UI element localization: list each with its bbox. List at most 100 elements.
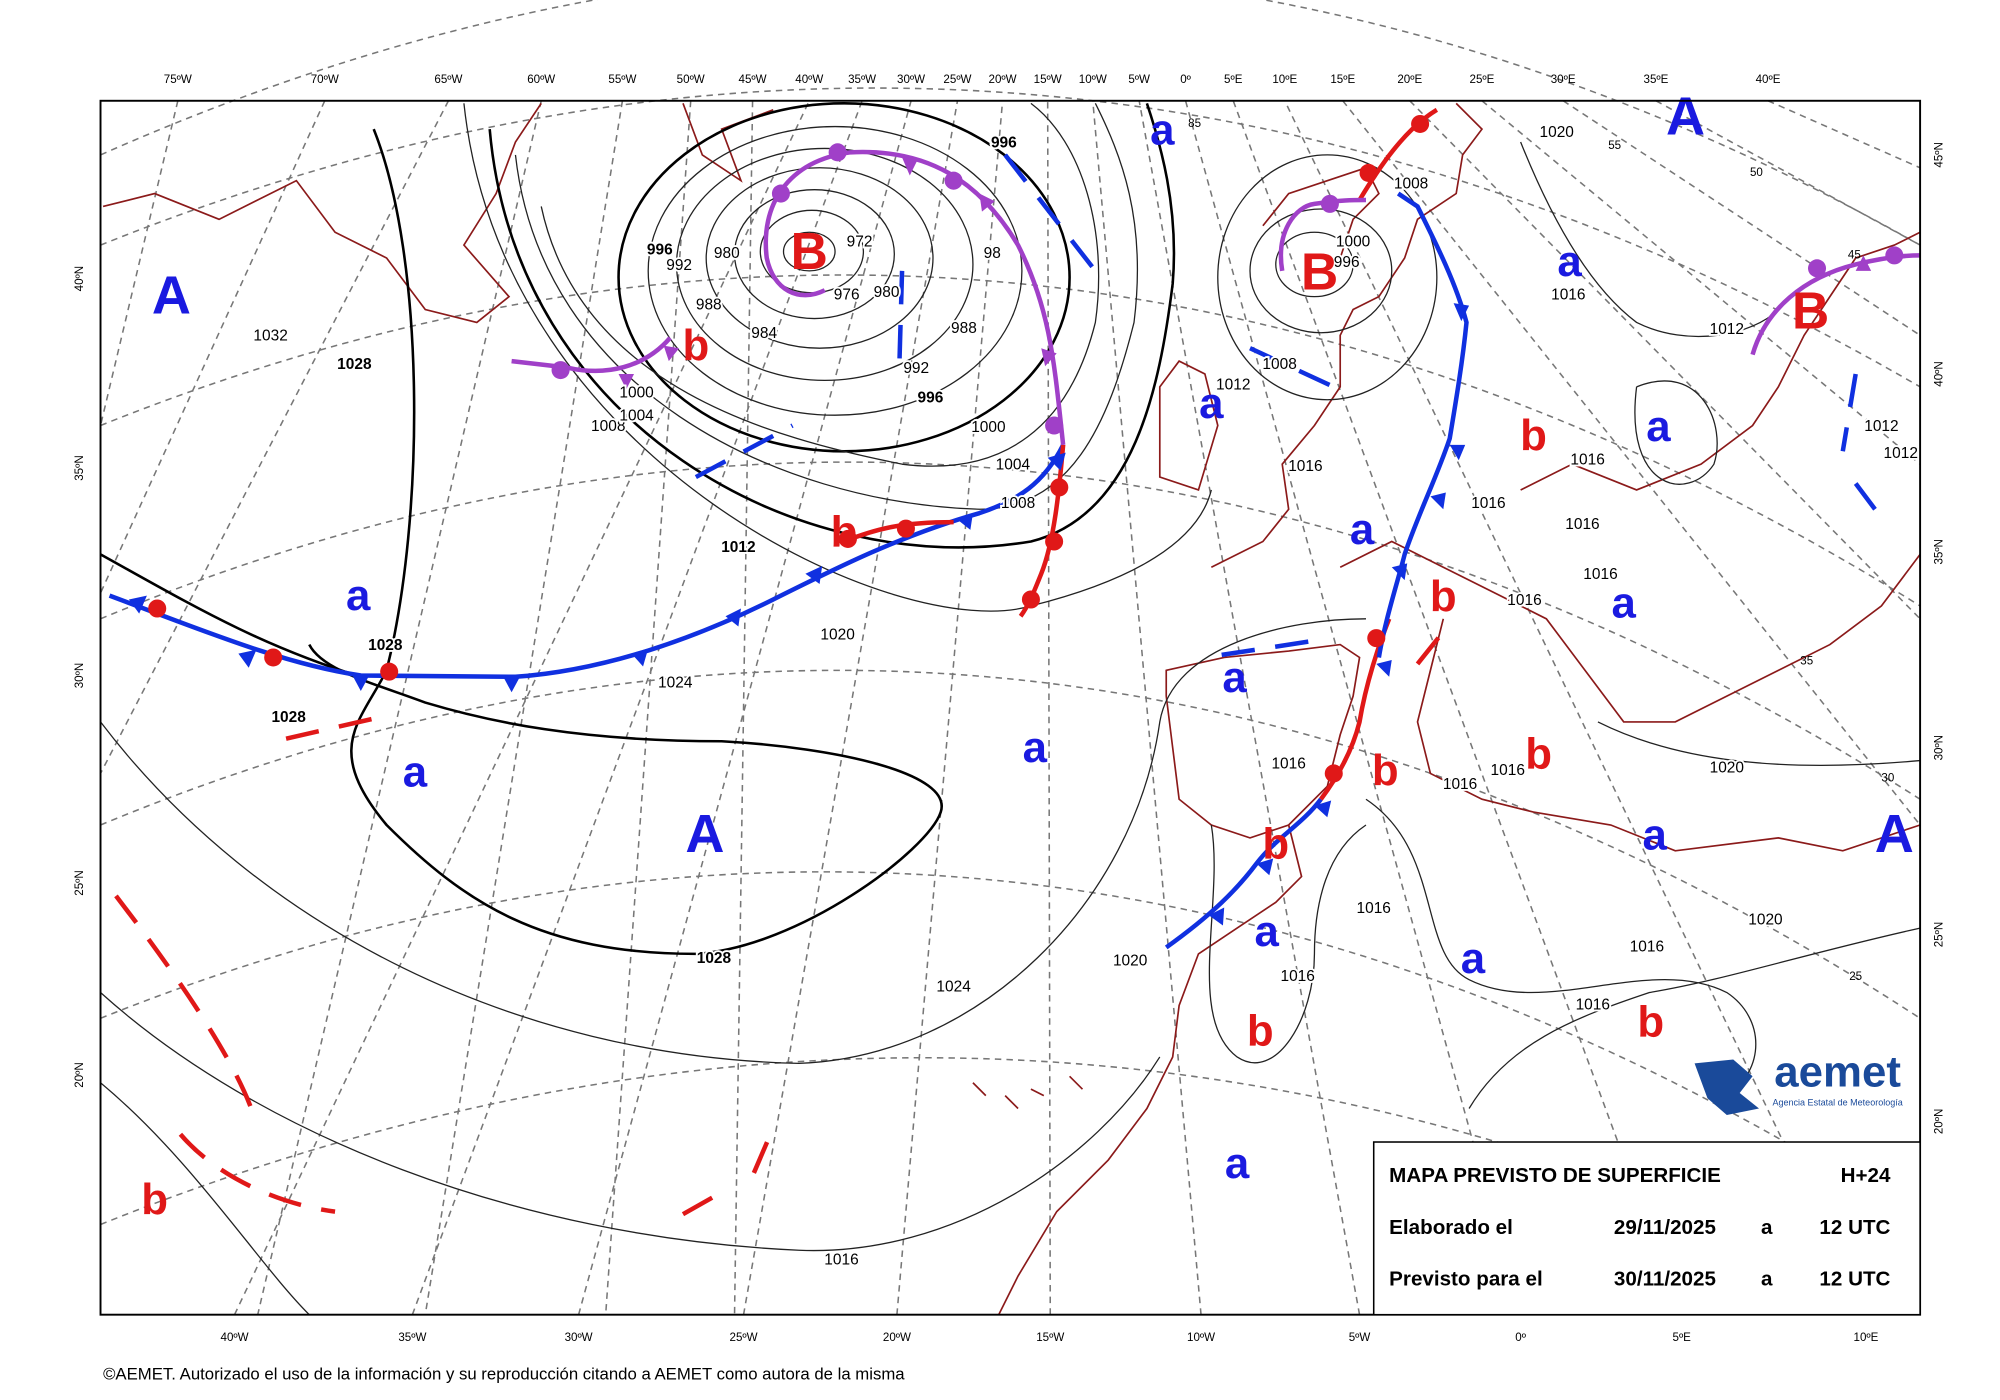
relative-high: a bbox=[1461, 934, 1486, 983]
fronts-shape-shape bbox=[1411, 114, 1430, 133]
fronts-shape-shape bbox=[944, 171, 963, 190]
coastline-shape bbox=[1520, 231, 1921, 491]
isobars-shape bbox=[540, 102, 1100, 467]
meridian bbox=[1409, 100, 1921, 620]
longitude-label: 65ºW bbox=[434, 74, 462, 86]
fronts-shape-shape bbox=[551, 361, 570, 380]
longitude-label: 50ºW bbox=[677, 74, 705, 86]
isobar-label: 1028 bbox=[697, 950, 732, 967]
isobar-label: 996 bbox=[1334, 254, 1360, 271]
isobars-shape bbox=[100, 992, 1161, 1252]
isobar-label: 1016 bbox=[1570, 451, 1604, 468]
relative-high: a bbox=[1646, 402, 1671, 451]
meridian bbox=[1184, 100, 1522, 1315]
fronts-shape bbox=[763, 149, 1066, 446]
isobars-shape bbox=[100, 1082, 310, 1316]
isobar-label: 992 bbox=[903, 360, 929, 377]
info-box: MAPA PREVISTO DE SUPERFICIE H+24 Elabora… bbox=[1372, 1141, 1921, 1316]
info-title: MAPA PREVISTO DE SUPERFICIE bbox=[1389, 1164, 1721, 1187]
isobar-label: 976 bbox=[834, 286, 860, 303]
isobar-label: 1008 bbox=[1394, 176, 1428, 193]
longitude-label: 10ºE bbox=[1272, 74, 1297, 86]
isobar-label: 1020 bbox=[1748, 911, 1782, 928]
isobar-label: 1012 bbox=[1864, 418, 1898, 435]
fronts-shape bbox=[511, 336, 672, 374]
map-frame bbox=[99, 99, 1922, 1316]
logo-subtitle: Agencia Estatal de Meteorología bbox=[1772, 1098, 1903, 1108]
isobar-label: 1012 bbox=[1710, 321, 1744, 338]
longitude-label: 45ºW bbox=[739, 74, 767, 86]
longitude-label: 30ºE bbox=[1551, 74, 1576, 86]
parallel bbox=[100, 669, 1921, 1019]
isobar-label: 1008 bbox=[1262, 356, 1296, 373]
relative-low: b bbox=[1525, 729, 1552, 778]
relative-high: a bbox=[1225, 1139, 1250, 1188]
fronts-shape bbox=[148, 114, 1430, 783]
fronts-shape bbox=[1357, 107, 1439, 202]
isobar-label: 992 bbox=[666, 257, 692, 274]
fronts-shape-shape bbox=[838, 529, 857, 548]
longitude-label: 15ºW bbox=[1034, 74, 1062, 86]
latitude-label: 40ºN bbox=[74, 266, 86, 291]
longitude-label: 5ºE bbox=[1224, 74, 1243, 86]
fronts-shape-shape bbox=[1885, 246, 1904, 265]
isobars-shape bbox=[782, 231, 836, 272]
meridian bbox=[1767, 100, 1921, 169]
latitude-label: 35ºN bbox=[74, 455, 86, 480]
isobars-shape bbox=[100, 618, 1366, 1065]
fronts-shape-shape bbox=[1807, 259, 1827, 278]
isobars-shape bbox=[1634, 380, 1718, 485]
latitude-label: 40ºN bbox=[1933, 361, 1945, 386]
latitude-label: 30ºN bbox=[74, 663, 86, 688]
meridian bbox=[1481, 100, 1921, 465]
relative-low: b bbox=[1372, 746, 1399, 795]
longitude-label: 10ºE bbox=[1854, 1332, 1879, 1344]
info-sep: a bbox=[1761, 1267, 1773, 1290]
isobar-label: 1016 bbox=[1357, 900, 1391, 917]
isobar-label: 1032 bbox=[253, 328, 287, 345]
coastline-shape bbox=[102, 102, 542, 324]
meridian bbox=[1284, 100, 1867, 1316]
isobars-shape bbox=[1249, 208, 1393, 334]
latitude-mark: 50 bbox=[1750, 167, 1763, 179]
isobars-shape bbox=[1365, 798, 1757, 1097]
meridian bbox=[424, 100, 624, 1315]
isobar-label: 1028 bbox=[368, 637, 403, 654]
coastline-shape bbox=[997, 824, 1303, 1316]
fronts-shape bbox=[694, 153, 1877, 658]
fronts-shape-shape bbox=[1021, 590, 1040, 609]
isobar-label: 1024 bbox=[936, 978, 971, 995]
isobar-label: 996 bbox=[918, 390, 944, 407]
isobar-label: 1000 bbox=[1336, 234, 1370, 251]
info-date: 29/11/2025 bbox=[1614, 1216, 1716, 1239]
isobars-shape bbox=[705, 167, 934, 349]
isobars-shape bbox=[675, 147, 974, 382]
labels: 75ºW 70ºW 65ºW 60ºW 55ºW 50ºW 45ºW 40ºW 35ºW 30ºW… bbox=[74, 74, 1946, 1344]
isobars-shape bbox=[1275, 231, 1354, 298]
meridian bbox=[233, 100, 810, 1316]
relative-high: a bbox=[1150, 106, 1175, 155]
fronts-shape-shape bbox=[828, 143, 847, 162]
isobar-label: 1000 bbox=[619, 384, 653, 401]
longitude-label: 0º bbox=[1180, 74, 1191, 86]
isobar-label: 98 bbox=[984, 245, 1001, 262]
coastline-shape bbox=[1339, 540, 1921, 723]
logo-name: aemet bbox=[1774, 1048, 1901, 1097]
longitude-label: 40ºW bbox=[221, 1332, 249, 1344]
isobar-label: 1024 bbox=[658, 674, 693, 691]
isobar-label: 1016 bbox=[1491, 762, 1525, 779]
longitude-label: 25ºW bbox=[730, 1332, 758, 1344]
isobar-label: 1016 bbox=[1576, 996, 1610, 1013]
fronts-shape bbox=[1164, 797, 1323, 950]
fronts-shape-shape bbox=[1320, 194, 1339, 213]
isobar-label: 1020 bbox=[820, 627, 854, 644]
meridian bbox=[896, 100, 1004, 1315]
fronts-shape-shape bbox=[1045, 532, 1064, 551]
fronts-shape bbox=[551, 143, 1904, 435]
isobars-shape bbox=[647, 125, 1023, 416]
coastline-shape bbox=[1210, 102, 1484, 569]
longitude-label: 20ºW bbox=[989, 74, 1017, 86]
isobar-label: 1008 bbox=[591, 418, 625, 435]
latitude-label: 25ºN bbox=[74, 870, 86, 895]
